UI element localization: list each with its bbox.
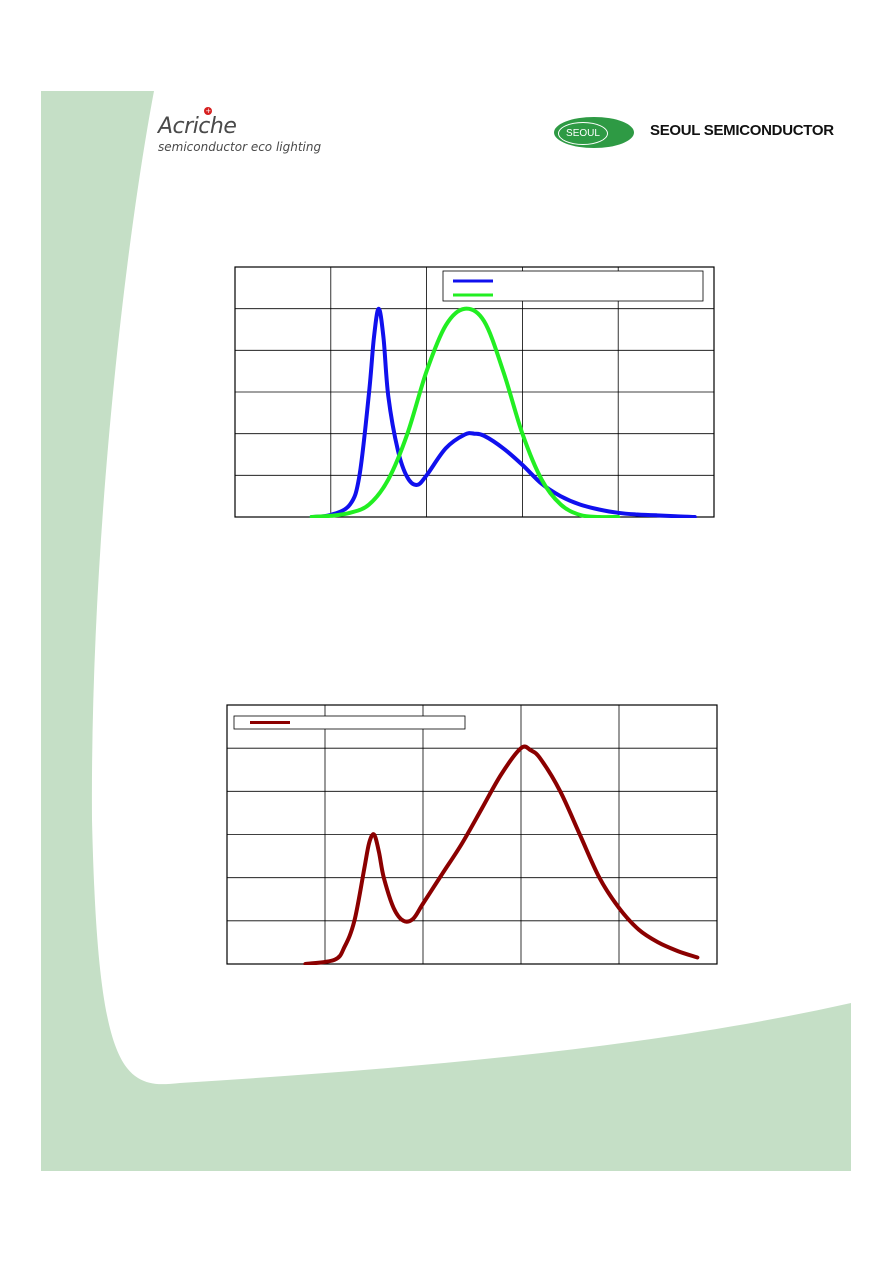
acriche-tagline: semiconductor eco lighting [158,140,322,154]
seoul-logo-badge: SEOUL [558,122,608,145]
series-line-1 [303,744,700,965]
logo-dot-icon: + [204,107,212,115]
legend-box [233,715,466,730]
series-line-2 [309,306,621,518]
seoul-semiconductor-name: SEOUL SEMICONDUCTOR [650,122,834,139]
acriche-logo: Acriche + semiconductor eco lighting [158,107,322,154]
green-background-band [41,91,851,1171]
chart-spectrum-1 [234,266,715,518]
chart-spectrum-2 [226,704,718,965]
series-line-1 [309,306,697,518]
seoul-logo-emblem: SEOUL [554,117,634,148]
acriche-wordmark: Acriche [158,114,237,139]
